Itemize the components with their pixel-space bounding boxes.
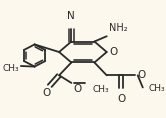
Text: O: O xyxy=(74,84,82,94)
Text: NH₂: NH₂ xyxy=(109,23,127,33)
Text: CH₃: CH₃ xyxy=(2,64,19,73)
Text: O: O xyxy=(117,94,125,104)
Text: O: O xyxy=(137,70,146,80)
Text: O: O xyxy=(43,88,51,98)
Text: N: N xyxy=(68,11,75,21)
Text: CH₃: CH₃ xyxy=(92,85,109,94)
Text: CH₃: CH₃ xyxy=(149,84,165,93)
Text: O: O xyxy=(109,47,118,57)
